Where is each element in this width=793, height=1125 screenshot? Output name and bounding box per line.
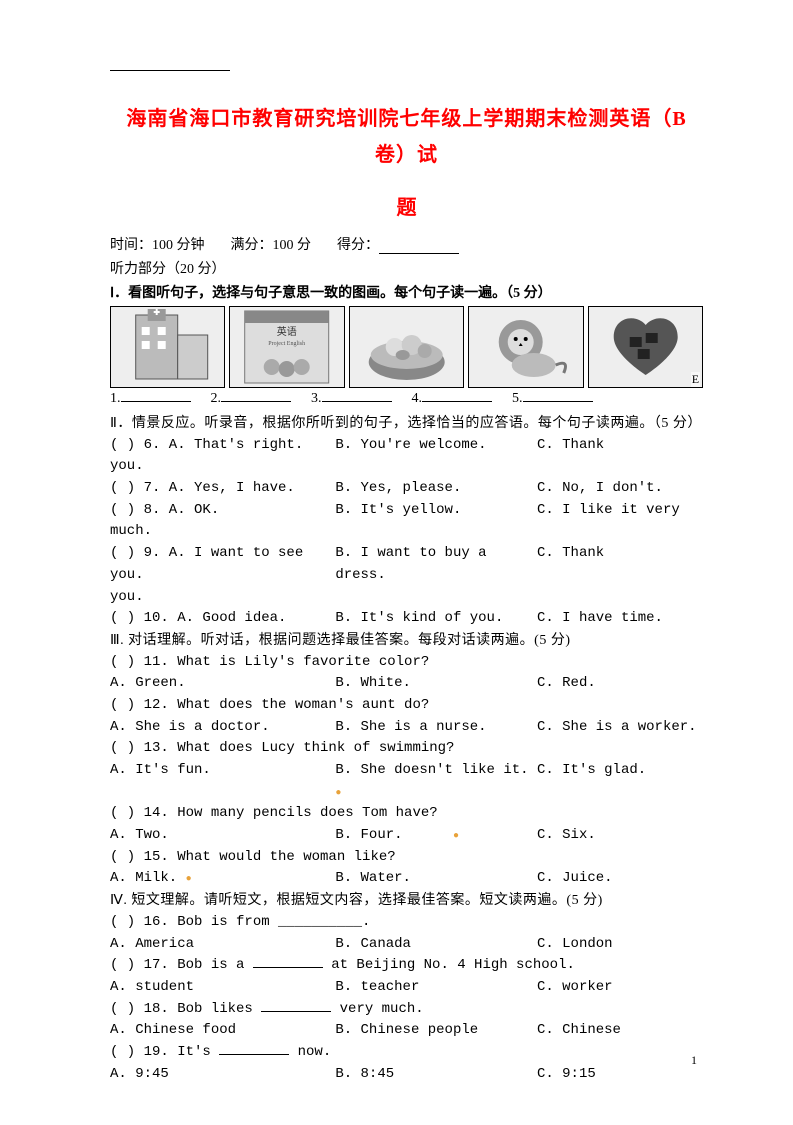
blank-3[interactable]	[322, 390, 392, 402]
picture-a-hospital	[110, 306, 225, 388]
q17-opts: A. studentB. teacherC. worker	[110, 977, 703, 999]
dot-icon: ●	[453, 831, 459, 842]
q7: ( ) 7. A. Yes, I have.B. Yes, please.C. …	[110, 478, 703, 500]
blank-4[interactable]	[422, 390, 492, 402]
listening-label: 听力部分（20 分）	[110, 258, 703, 278]
q16-opts: A. AmericaB. CanadaC. London	[110, 934, 703, 956]
q16: ( ) 16. Bob is from __________.	[110, 912, 703, 934]
q15-opts: A. Milk. ●B. Water.C. Juice.	[110, 868, 703, 890]
q19-opts: A. 9:45B. 8:45C. 9:15	[110, 1064, 703, 1086]
q9: ( ) 9. A. I want to see you.B. I want to…	[110, 543, 703, 586]
svg-text:Project English: Project English	[269, 341, 306, 347]
section2-heading: Ⅱ．情景反应。听录音，根据你所听到的句子，选择恰当的应答语。每个句子读两遍。（5…	[110, 413, 703, 435]
blank-4-label: 4.	[412, 391, 423, 407]
meta-row: 时间：100 分钟 满分：100 分 得分：	[110, 234, 703, 254]
q11: ( ) 11. What is Lily's favorite color?	[110, 652, 703, 674]
exam-title-line1: 海南省海口市教育研究培训院七年级上学期期末检测英语（B 卷）试	[110, 101, 703, 173]
picture-e-label: E	[691, 372, 700, 387]
section1-heading: Ⅰ．看图听句子，选择与句子意思一致的图画。每个句子读一遍。（5 分）	[110, 282, 703, 302]
score-label: 得分：	[337, 234, 459, 254]
q17-blank[interactable]	[253, 956, 323, 968]
svg-text:英语: 英语	[277, 325, 297, 338]
picture-e-chocolates: E	[588, 306, 703, 388]
q12-opts: A. She is a doctor.B. She is a nurse.C. …	[110, 717, 703, 739]
q14: ( ) 14. How many pencils does Tom have?	[110, 803, 703, 825]
section4-heading: Ⅳ. 短文理解。请听短文，根据短文内容，选择最佳答案。短文读两遍。(5 分)	[110, 890, 703, 912]
blank-1[interactable]	[121, 390, 191, 402]
blank-1-label: 1.	[110, 391, 121, 407]
q18: ( ) 18. Bob likes very much.	[110, 999, 703, 1021]
picture-c-vegetables	[349, 306, 464, 388]
q8: ( ) 8. A. OK.B. It's yellow.C. I like it…	[110, 500, 703, 522]
picture-row: 英语 Project English E	[110, 306, 703, 388]
q14-opts: A. Two.B. Four. ●C. Six.	[110, 825, 703, 847]
q11-opts: A. Green.B. White.C. Red.	[110, 673, 703, 695]
q10: ( ) 10. A. Good idea.B. It's kind of you…	[110, 608, 703, 630]
q13: ( ) 13. What does Lucy think of swimming…	[110, 738, 703, 760]
q19-blank[interactable]	[219, 1043, 289, 1055]
dot-icon: ●	[335, 788, 341, 799]
picture-b-textbook: 英语 Project English	[229, 306, 344, 388]
blank-5-label: 5.	[512, 391, 523, 407]
q18-blank[interactable]	[261, 1000, 331, 1012]
q9-wrap: you.	[110, 587, 703, 609]
time-label: 时间：100 分钟	[110, 234, 205, 254]
exam-title-line2: 题	[110, 191, 703, 220]
fullmark-label: 满分：100 分	[231, 234, 312, 254]
section3-heading: Ⅲ. 对话理解。听对话，根据问题选择最佳答案。每段对话读两遍。(5 分)	[110, 630, 703, 652]
q6-wrap: you.	[110, 456, 703, 478]
page-number: 1	[691, 1053, 697, 1068]
q18-opts: A. Chinese foodB. Chinese peopleC. Chine…	[110, 1020, 703, 1042]
q13-opts: A. It's fun.B. She doesn't like it. ●C. …	[110, 760, 703, 803]
q6: ( ) 6. A. That's right.B. You're welcome…	[110, 435, 703, 457]
blank-answers-row: 1. 2. 3. 4. 5.	[110, 390, 703, 407]
q12: ( ) 12. What does the woman's aunt do?	[110, 695, 703, 717]
picture-d-lion	[468, 306, 583, 388]
blank-3-label: 3.	[311, 391, 322, 407]
score-blank[interactable]	[379, 240, 459, 254]
q19: ( ) 19. It's now.	[110, 1042, 703, 1064]
dot-icon: ●	[186, 874, 192, 885]
header-rule	[110, 70, 230, 71]
q8-wrap: much.	[110, 521, 703, 543]
blank-2[interactable]	[221, 390, 291, 402]
q17: ( ) 17. Bob is a at Beijing No. 4 High s…	[110, 955, 703, 977]
q15: ( ) 15. What would the woman like?	[110, 847, 703, 869]
blank-5[interactable]	[523, 390, 593, 402]
blank-2-label: 2.	[211, 391, 222, 407]
